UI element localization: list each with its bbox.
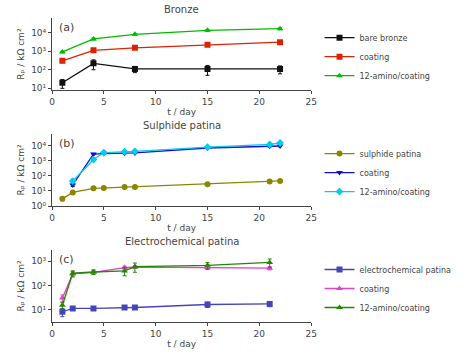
svg-text:25: 25 [305, 97, 316, 107]
svg-text:coating: coating [360, 169, 390, 178]
svg-text:Sulphide patina: Sulphide patina [143, 120, 221, 131]
svg-text:coating: coating [360, 53, 390, 62]
svg-text:10: 10 [150, 329, 162, 339]
svg-text:5: 5 [101, 213, 107, 223]
svg-text:15: 15 [202, 97, 213, 107]
svg-text:(a): (a) [59, 21, 74, 34]
svg-text:0: 0 [49, 213, 55, 223]
svg-text:10¹: 10¹ [31, 186, 46, 196]
svg-text:electrochemical patina: electrochemical patina [360, 266, 451, 275]
svg-text:Electrochemical patina: Electrochemical patina [125, 236, 239, 247]
svg-text:10⁴: 10⁴ [31, 141, 46, 151]
svg-text:10²: 10² [31, 281, 46, 291]
svg-text:12-amino/coating: 12-amino/coating [360, 188, 430, 197]
svg-text:(c): (c) [59, 253, 74, 266]
svg-text:20: 20 [254, 97, 266, 107]
svg-text:20: 20 [254, 329, 266, 339]
svg-text:5: 5 [101, 329, 107, 339]
svg-text:10³: 10³ [31, 46, 46, 56]
svg-text:12-amino/coating: 12-amino/coating [360, 304, 430, 313]
svg-text:12-amino/coating: 12-amino/coating [360, 72, 430, 81]
svg-text:Bronze: Bronze [164, 4, 199, 15]
svg-text:10: 10 [150, 213, 162, 223]
svg-text:25: 25 [305, 329, 316, 339]
svg-text:10⁰: 10⁰ [31, 201, 46, 211]
svg-text:t / day: t / day [167, 107, 197, 117]
svg-text:t / day: t / day [167, 339, 197, 349]
svg-text:0: 0 [49, 97, 55, 107]
svg-text:10¹: 10¹ [31, 305, 46, 315]
svg-text:10¹: 10¹ [31, 83, 46, 93]
svg-text:Rₚ / kΩ cm²: Rₚ / kΩ cm² [16, 28, 26, 80]
svg-text:10²: 10² [31, 171, 46, 181]
svg-text:0: 0 [49, 329, 55, 339]
svg-text:10³: 10³ [31, 256, 46, 266]
svg-text:5: 5 [101, 97, 107, 107]
svg-text:25: 25 [305, 213, 316, 223]
svg-text:bare bronze: bare bronze [360, 34, 408, 43]
svg-text:20: 20 [254, 213, 266, 223]
svg-text:10⁴: 10⁴ [31, 28, 46, 38]
svg-text:t / day: t / day [167, 223, 197, 233]
svg-text:15: 15 [202, 329, 213, 339]
svg-text:10: 10 [150, 97, 162, 107]
svg-text:Rₚ / kΩ cm²: Rₚ / kΩ cm² [16, 144, 26, 196]
svg-text:sulphide patina: sulphide patina [360, 150, 422, 159]
svg-text:10²: 10² [31, 65, 46, 75]
svg-text:Rₚ / kΩ cm²: Rₚ / kΩ cm² [16, 260, 26, 312]
svg-text:15: 15 [202, 213, 213, 223]
svg-text:(b): (b) [59, 137, 75, 150]
svg-text:coating: coating [360, 285, 390, 294]
svg-text:10³: 10³ [31, 156, 46, 166]
